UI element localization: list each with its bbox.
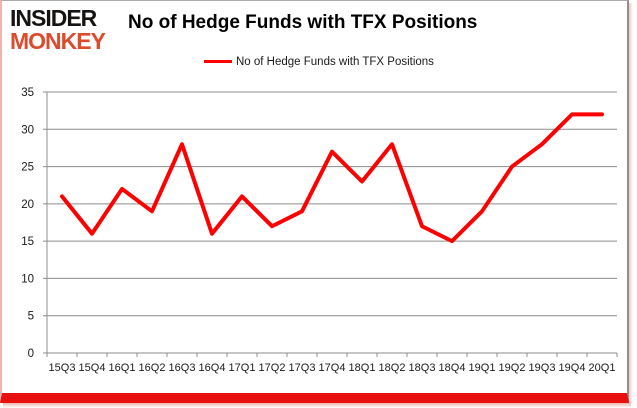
y-axis-labels: 0 5 10 15 20 25 30 35 (21, 87, 34, 360)
y-tick-label: 5 (28, 311, 34, 323)
y-tick-label: 10 (21, 273, 34, 285)
x-tick-label: 20Q1 (589, 362, 616, 374)
legend-line-swatch (204, 60, 232, 63)
x-tick-label: 18Q2 (379, 362, 406, 374)
y-tick-label: 15 (21, 236, 34, 248)
x-axis-ticks (46, 353, 618, 357)
legend-label: No of Hedge Funds with TFX Positions (236, 55, 434, 68)
insider-monkey-logo: INSIDER MONKEY (10, 5, 106, 54)
x-tick-label: 18Q1 (349, 362, 376, 374)
x-tick-label: 15Q3 (49, 362, 76, 374)
x-tick-label: 19Q1 (469, 362, 496, 374)
y-tick-label: 25 (21, 162, 34, 174)
chart-title: No of Hedge Funds with TFX Positions (128, 12, 478, 33)
x-tick-label: 19Q3 (529, 362, 556, 374)
x-tick-label: 18Q4 (439, 362, 466, 374)
logo-monkey-text: MONKEY (10, 28, 106, 54)
y-tick-label: 35 (21, 87, 34, 99)
y-tick-label: 20 (21, 199, 34, 211)
x-axis-labels: 15Q3 15Q4 16Q1 16Q2 16Q3 16Q4 17Q1 17Q2 17Q3 17Q4… (49, 362, 616, 374)
x-tick-label: 15Q4 (79, 362, 106, 374)
legend: No of Hedge Funds with TFX Positions (204, 54, 434, 69)
x-tick-label: 19Q2 (499, 362, 526, 374)
x-tick-label: 16Q1 (109, 362, 136, 374)
x-tick-label: 18Q3 (409, 362, 436, 374)
y-tick-label: 0 (28, 348, 34, 360)
x-tick-label: 16Q4 (199, 362, 226, 374)
x-tick-label: 16Q2 (139, 362, 166, 374)
series-line (60, 112, 604, 244)
x-tick-label: 17Q2 (259, 362, 286, 374)
x-tick-label: 17Q4 (319, 362, 346, 374)
x-tick-label: 16Q3 (169, 362, 196, 374)
y-tick-label: 30 (21, 124, 34, 136)
gridlines (43, 91, 617, 354)
card-shadow-bottom (3, 403, 631, 408)
x-tick-label: 17Q1 (229, 362, 256, 374)
x-tick-label: 19Q4 (559, 362, 586, 374)
x-tick-label: 17Q3 (289, 362, 316, 374)
card-shadow-right (629, 3, 633, 404)
logo-insider-text: INSIDER (10, 5, 97, 31)
